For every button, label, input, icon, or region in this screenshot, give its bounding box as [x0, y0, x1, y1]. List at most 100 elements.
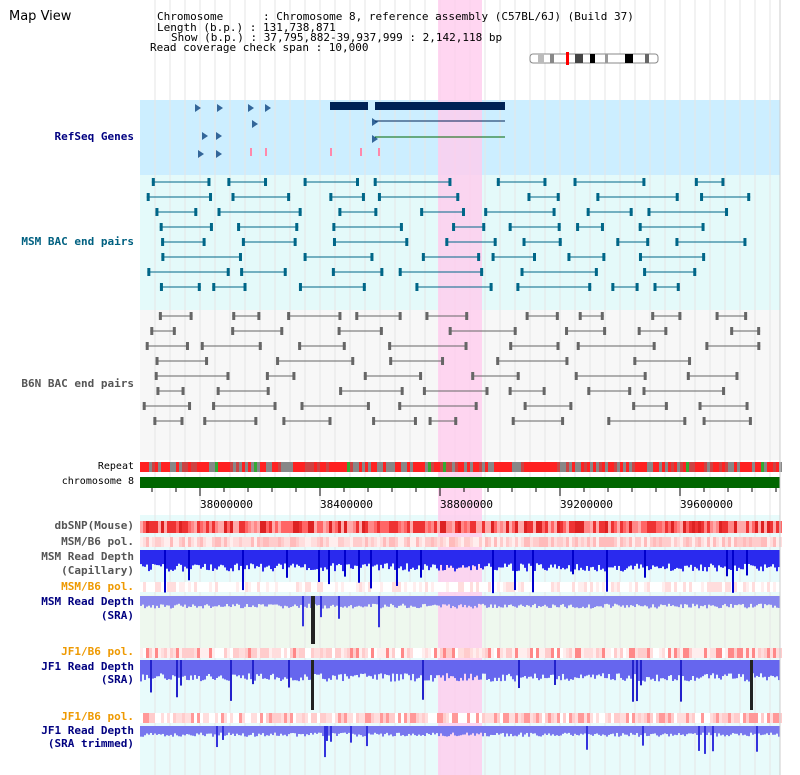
dbsnp-cell [431, 521, 434, 533]
gene-arrow [216, 132, 222, 140]
depth-bar-msm-sra [386, 596, 388, 607]
pol-cell [707, 537, 710, 547]
depth-bar-msm-sra [754, 596, 756, 607]
track-label-b6n-bac[interactable]: B6N BAC end pairs [21, 377, 134, 390]
depth-bar-msm-sra [498, 596, 500, 607]
dbsnp-cell [350, 521, 353, 533]
dbsnp-cell [359, 521, 362, 533]
repeat-block [656, 462, 659, 472]
depth-bar-jf1-trim [334, 726, 336, 734]
pol-cell [215, 713, 218, 723]
pol-cell [734, 537, 737, 547]
track-label-jf1-depth-trim-1[interactable]: JF1 Read Depth [41, 724, 134, 737]
depth-bar-jf1-sra [592, 660, 594, 675]
depth-bar-capillary [354, 550, 356, 566]
pol-cell [635, 537, 638, 547]
msm-bac-pair [642, 178, 646, 186]
depth-bar-capillary [348, 550, 350, 565]
repeat-block [413, 462, 416, 472]
depth-bar-jf1-sra [190, 660, 192, 676]
depth-bar-msm-sra [180, 596, 182, 606]
depth-bar-msm-sra [582, 596, 584, 607]
pol-cell [290, 582, 293, 592]
depth-bar-jf1-trim [752, 726, 754, 735]
depth-bar-capillary [708, 550, 710, 568]
depth-bar-jf1-trim [554, 726, 556, 736]
repeat-block [140, 462, 143, 472]
gene-mark [360, 148, 362, 156]
pol-cell [284, 537, 287, 547]
pol-cell [167, 713, 170, 723]
depth-bar-msm-sra [206, 596, 208, 605]
depth-bar-capillary [398, 550, 400, 569]
track-label-dbsnp[interactable]: dbSNP(Mouse) [54, 519, 134, 532]
track-label-jf1-depth-sra-2[interactable]: (SRA) [100, 673, 134, 686]
msm-bac-pair [693, 268, 697, 276]
depth-bar-capillary [696, 550, 698, 569]
depth-bar-jf1-trim [228, 726, 230, 733]
depth-bar-capillary [550, 550, 552, 565]
dbsnp-cell [542, 521, 545, 533]
depth-bar-jf1-trim [686, 726, 688, 735]
pol-cell [662, 648, 665, 658]
depth-bar-msm-sra [338, 596, 340, 619]
depth-bar-jf1-sra [256, 660, 258, 675]
depth-bar-msm-sra [350, 596, 352, 606]
pol-cell [434, 582, 437, 592]
depth-bar-msm-sra [388, 596, 390, 607]
track-label-refseq[interactable]: RefSeq Genes [54, 130, 134, 143]
dbsnp-cell [314, 521, 317, 533]
track-label-chromosome[interactable]: chromosome 8 [61, 476, 134, 487]
depth-bar-jf1-trim [198, 726, 200, 735]
track-label-msm-depth-cap-2[interactable]: (Capillary) [61, 564, 134, 577]
pol-cell [716, 648, 719, 658]
track-label-msm-depth-cap-1[interactable]: MSM Read Depth [41, 550, 134, 563]
track-label-jf1-b6-pol-1[interactable]: JF1/B6 pol. [61, 645, 134, 658]
track-label-msm-b6-pol-1[interactable]: MSM/B6 pol. [61, 535, 134, 548]
depth-bar-jf1-sra [322, 660, 324, 679]
track-label-msm-depth-sra-1[interactable]: MSM Read Depth [41, 595, 134, 608]
depth-bar-jf1-sra [634, 660, 636, 675]
depth-bar-jf1-sra [486, 660, 488, 680]
track-label-jf1-b6-pol-2[interactable]: JF1/B6 pol. [61, 710, 134, 723]
dbsnp-cell [386, 521, 389, 533]
dbsnp-cell [731, 521, 734, 533]
b6n-bac-pair [600, 312, 604, 320]
track-label-jf1-depth-sra-1[interactable]: JF1 Read Depth [41, 660, 134, 673]
depth-bar-msm-sra [542, 596, 544, 607]
track-label-msm-bac[interactable]: MSM BAC end pairs [21, 235, 134, 248]
pol-cell [620, 648, 623, 658]
depth-bar-jf1-trim [732, 726, 734, 734]
depth-bar-jf1-sra [618, 660, 620, 674]
pol-cell [206, 582, 209, 592]
depth-bar-msm-sra [234, 596, 236, 607]
depth-bar-msm-sra [444, 596, 446, 605]
depth-bar-msm-sra [746, 596, 748, 609]
track-label-jf1-depth-trim-2[interactable]: (SRA trimmed) [47, 737, 134, 750]
depth-bar-capillary [764, 550, 766, 565]
repeat-block [332, 462, 335, 472]
depth-bar-jf1-sra [252, 660, 254, 685]
pol-cell [416, 582, 419, 592]
b6n-bac-pair [422, 387, 426, 395]
depth-bar-capillary [684, 550, 686, 566]
track-label-msm-b6-pol-2[interactable]: MSM/B6 pol. [61, 580, 134, 593]
depth-bar-msm-sra [306, 596, 308, 608]
track-label-msm-depth-sra-2[interactable]: (SRA) [100, 609, 134, 622]
repeat-block [494, 462, 497, 472]
track-label-repeat[interactable]: Repeat [97, 461, 134, 472]
depth-bar-jf1-sra [410, 660, 412, 681]
repeat-block [431, 462, 434, 472]
repeat-block [689, 462, 692, 472]
repeat-block [770, 462, 773, 472]
repeat-block [365, 462, 368, 472]
pol-cell [710, 582, 713, 592]
depth-bar-capillary [662, 550, 664, 567]
depth-bar-jf1-sra [382, 660, 384, 679]
pol-cell [317, 648, 320, 658]
depth-bar-capillary [292, 550, 294, 564]
depth-bar-msm-sra [684, 596, 686, 605]
depth-bar-msm-sra [254, 596, 256, 607]
pol-cell [446, 713, 449, 723]
pol-cell [404, 648, 407, 658]
